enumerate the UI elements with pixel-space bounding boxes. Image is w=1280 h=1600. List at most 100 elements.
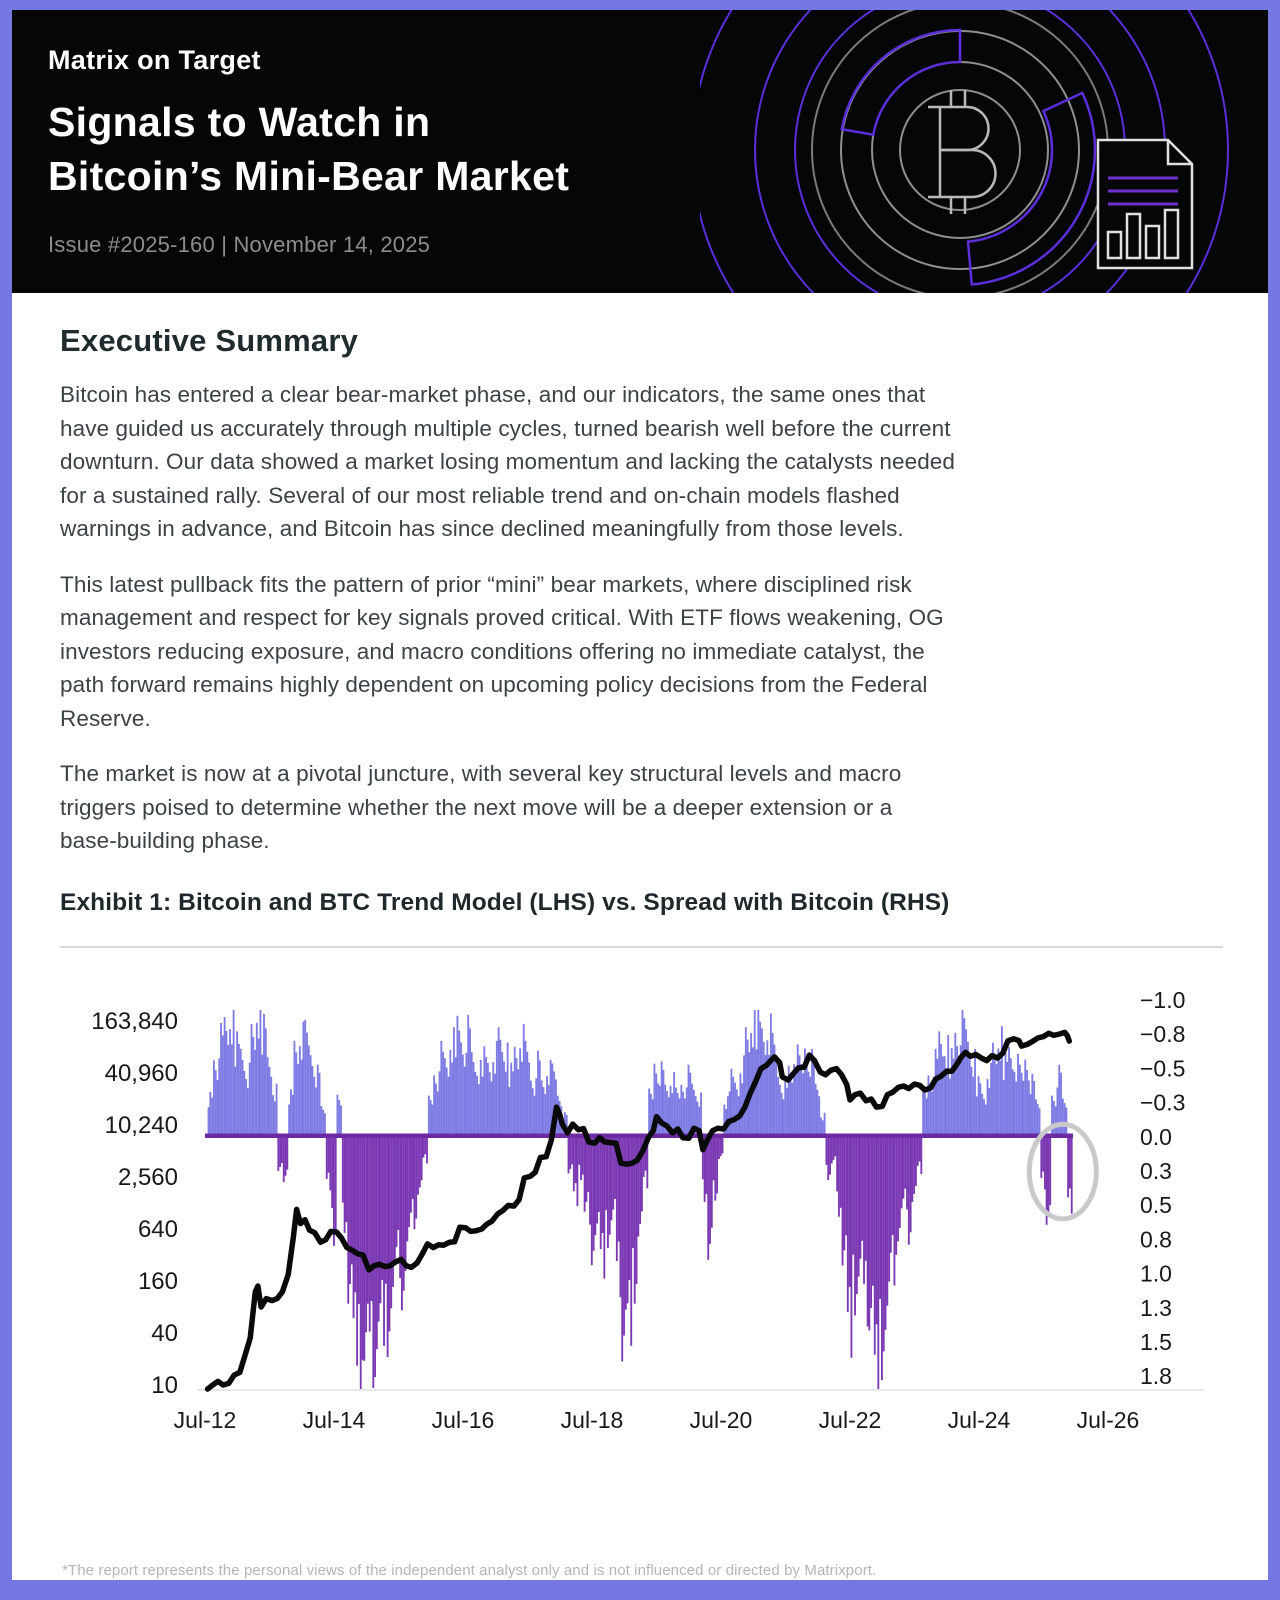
spread-bar xyxy=(959,1044,962,1136)
spread-bar xyxy=(920,1135,923,1174)
spread-bar xyxy=(214,1069,217,1136)
spread-bar xyxy=(761,1027,763,1136)
spread-bar xyxy=(402,1135,405,1291)
spread-bar xyxy=(264,1027,267,1136)
spread-bar xyxy=(782,1098,785,1136)
spread-bar xyxy=(906,1135,908,1209)
spread-bar xyxy=(641,1135,643,1211)
spread-bar xyxy=(220,1022,222,1136)
spread-bar xyxy=(830,1135,833,1163)
spread-bar xyxy=(440,1040,443,1136)
zero-line xyxy=(205,1133,1073,1138)
spread-bar xyxy=(393,1135,396,1265)
spread-bar xyxy=(370,1135,373,1301)
spread-bar xyxy=(354,1135,357,1292)
brand-title: Matrix on Target xyxy=(48,45,261,75)
spread-bar xyxy=(746,1039,749,1136)
spread-bar xyxy=(311,1065,314,1136)
spread-bar xyxy=(537,1050,539,1136)
spread-bar xyxy=(861,1135,864,1241)
spread-bar xyxy=(499,1039,502,1136)
spread-bar xyxy=(1001,1025,1003,1136)
spread-bar xyxy=(250,1023,253,1136)
spread-bar xyxy=(680,1084,683,1136)
spread-bar xyxy=(710,1135,713,1228)
spread-bar xyxy=(642,1135,645,1177)
spread-bar xyxy=(1027,1079,1030,1136)
spread-bar xyxy=(802,1072,805,1136)
left-axis-tick: 10,240 xyxy=(105,1112,178,1139)
spread-bar xyxy=(1056,1087,1059,1136)
spread-bar xyxy=(648,1088,651,1136)
right-axis-tick: 1.0 xyxy=(1140,1260,1172,1286)
spread-bar xyxy=(687,1064,690,1136)
spread-bar xyxy=(838,1135,840,1217)
spread-bar xyxy=(857,1135,860,1277)
spread-bar xyxy=(272,1094,274,1136)
spread-bar xyxy=(281,1135,283,1163)
spread-bar xyxy=(968,1053,971,1136)
spread-bar xyxy=(1047,1135,1050,1215)
spread-bar xyxy=(863,1135,865,1284)
spread-bar xyxy=(1002,1079,1005,1136)
spread-bar xyxy=(395,1135,398,1247)
spread-bar xyxy=(1022,1080,1025,1136)
spread-bar xyxy=(829,1135,831,1175)
spread-bar xyxy=(932,1076,935,1136)
spread-bar xyxy=(617,1135,620,1241)
spread-bar xyxy=(669,1085,672,1136)
spread-bar xyxy=(245,1078,248,1136)
spread-bar xyxy=(404,1135,407,1271)
left-axis-tick: 10 xyxy=(151,1372,178,1399)
spread-bar xyxy=(798,1054,801,1136)
price-line xyxy=(204,1029,1073,1392)
spread-bar xyxy=(574,1135,577,1183)
spread-bar xyxy=(431,1104,434,1136)
right-axis-tick: −0.5 xyxy=(1140,1055,1185,1081)
spread-bar xyxy=(1004,1051,1007,1136)
spread-bar xyxy=(979,1082,982,1136)
spread-bar xyxy=(927,1074,930,1136)
spread-bar xyxy=(809,1076,812,1136)
spread-bar xyxy=(628,1135,631,1280)
spread-bar xyxy=(225,1030,228,1136)
spread-bar xyxy=(728,1091,731,1136)
spread-bar xyxy=(411,1135,414,1199)
spread-bar xyxy=(467,1014,470,1136)
spread-bar xyxy=(759,1021,762,1136)
x-axis-tick: Jul-12 xyxy=(174,1407,237,1433)
spread-bar xyxy=(1036,1103,1039,1136)
spread-bar xyxy=(820,1117,822,1136)
spread-bar xyxy=(551,1062,554,1136)
spread-bar xyxy=(1011,1068,1014,1136)
spread-bar xyxy=(358,1135,360,1304)
spread-bar xyxy=(846,1135,849,1312)
spread-bar xyxy=(492,1061,495,1136)
spread-bar xyxy=(678,1097,681,1136)
spread-bar xyxy=(875,1135,878,1324)
spread-bar xyxy=(836,1135,839,1191)
spread-bar xyxy=(884,1135,887,1330)
spread-bar xyxy=(463,1066,466,1136)
spread-bar xyxy=(843,1135,846,1250)
spread-bar xyxy=(961,1009,964,1136)
spread-bar xyxy=(503,1060,505,1136)
spread-bar xyxy=(1058,1064,1061,1136)
spread-bar xyxy=(719,1135,722,1156)
spread-bar xyxy=(553,1070,556,1136)
left-axis-tick: 40 xyxy=(151,1320,178,1347)
spread-bar xyxy=(427,1095,430,1136)
spread-bar xyxy=(689,1072,692,1136)
spread-bar xyxy=(1013,1071,1016,1136)
spread-bar xyxy=(490,1081,493,1136)
spread-bar xyxy=(576,1135,579,1206)
right-axis-tick: 0.8 xyxy=(1140,1226,1172,1252)
spread-bar xyxy=(893,1135,896,1285)
spread-bar xyxy=(533,1095,536,1136)
x-axis-tick: Jul-18 xyxy=(561,1407,624,1433)
spread-bar xyxy=(388,1135,391,1331)
spread-bar xyxy=(297,1063,299,1136)
spread-bar xyxy=(270,1076,273,1136)
spread-bar xyxy=(359,1135,362,1389)
spread-bar xyxy=(1020,1072,1023,1136)
